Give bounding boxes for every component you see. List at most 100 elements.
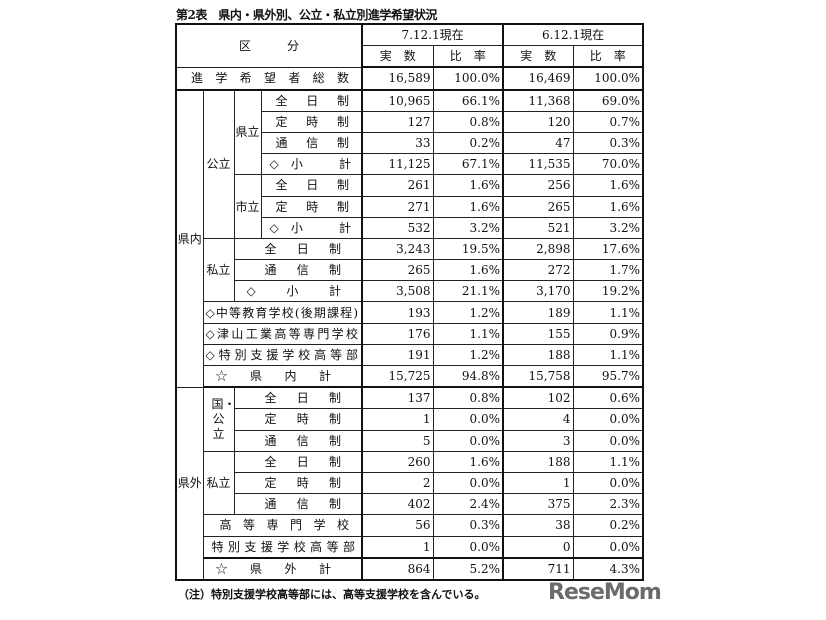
value: 1 xyxy=(502,471,574,495)
table-row: ☆ 県 内 計 15,725 94.8% 15,758 95.7% xyxy=(176,365,644,389)
value: 1 xyxy=(361,535,434,559)
value: 1.6% xyxy=(432,450,504,473)
table-row: 特別支援学校高等部 1 0.0% 0 0.0% xyxy=(176,535,644,559)
value: 864 xyxy=(361,557,434,581)
table-row: 県内 公立 県立 全日制 10,965 66.1% 11,368 69.0% xyxy=(175,89,644,388)
value: 532 xyxy=(361,216,434,239)
value: 2 xyxy=(361,471,434,495)
group-kennai: 県内 xyxy=(175,89,204,388)
value: 2.3% xyxy=(572,493,644,516)
value: 1.6% xyxy=(572,195,644,218)
value: 193 xyxy=(361,301,434,324)
value: 521 xyxy=(502,216,574,239)
table-row: 定時制 2 0.0% 1 0.0% xyxy=(176,471,644,495)
value: 176 xyxy=(361,322,434,345)
value: 1.1% xyxy=(572,450,644,473)
row-label: ◇小 計 xyxy=(260,216,363,239)
value: 3 xyxy=(502,429,574,452)
value: 0.0% xyxy=(432,471,504,495)
value: 0.0% xyxy=(572,408,644,431)
row-label: ◇津山工業高等専門学校 xyxy=(202,322,363,345)
value: 3,243 xyxy=(361,237,434,261)
row-label: ◇ 小 計 xyxy=(233,280,363,303)
group-shiritsu-kengai: 私立 xyxy=(202,450,235,516)
value: 265 xyxy=(502,195,574,218)
value: 1.6% xyxy=(572,174,644,197)
row-label: ☆ 県 内 計 xyxy=(202,365,363,389)
value: 0.8% xyxy=(432,110,504,133)
group-kengai: 県外 xyxy=(175,386,204,581)
footnote: （注）特別支援学校高等部には、高等支援学校を含んでいる。 xyxy=(178,588,486,601)
value: 19.2% xyxy=(572,280,644,303)
row-label: 全日制 xyxy=(233,450,363,473)
value: 11,368 xyxy=(502,89,574,112)
header-period-1: 7.12.1現在 xyxy=(361,23,504,47)
value: 1.2% xyxy=(432,343,504,367)
table-row: 定時制 127 0.8% 120 0.7% xyxy=(176,110,644,133)
row-label: 定時制 xyxy=(260,195,363,218)
value: 127 xyxy=(361,110,434,133)
value: 11,125 xyxy=(361,153,434,176)
value: 375 xyxy=(502,493,574,516)
value: 1.2% xyxy=(432,301,504,324)
value: 0.3% xyxy=(432,514,504,537)
row-label: 全日制 xyxy=(233,386,363,410)
row-label: 定時制 xyxy=(233,408,363,431)
value: 15,758 xyxy=(502,365,574,389)
value: 0.8% xyxy=(432,386,504,410)
row-label: 進学希望者総数 xyxy=(175,66,363,91)
value: 66.1% xyxy=(432,89,504,112)
header-period-2: 6.12.1現在 xyxy=(502,23,644,47)
table-row: 通信制 265 1.6% 272 1.7% xyxy=(176,259,644,282)
value: 15,725 xyxy=(361,365,434,389)
value: 47 xyxy=(502,131,574,155)
value: 1.6% xyxy=(432,174,504,197)
value: 0 xyxy=(502,535,574,559)
value: 70.0% xyxy=(572,153,644,176)
value: 265 xyxy=(361,259,434,282)
table-row: 私立 全日制 3,243 19.5% 2,898 17.6% xyxy=(176,237,644,303)
table-row: 定時制 1 0.0% 4 0.0% xyxy=(176,408,644,431)
header-category: 区 分 xyxy=(175,23,363,68)
value: 0.0% xyxy=(432,535,504,559)
value: 94.8% xyxy=(432,365,504,389)
value: 260 xyxy=(361,450,434,473)
row-label: 定時制 xyxy=(233,471,363,495)
value: 21.1% xyxy=(432,280,504,303)
value: 1.6% xyxy=(432,259,504,282)
value: 102 xyxy=(502,386,574,410)
table-row: ◇小 計 532 3.2% 521 3.2% xyxy=(176,216,644,239)
value: 155 xyxy=(502,322,574,345)
row-label: 通信制 xyxy=(260,131,363,155)
value: 95.7% xyxy=(572,365,644,389)
value: 0.2% xyxy=(432,131,504,155)
group-shiritsu-city: 市立 xyxy=(233,174,262,239)
header-count: 実 数 xyxy=(502,45,574,69)
value: 0.0% xyxy=(432,408,504,431)
value: 38 xyxy=(502,514,574,537)
value: 2.4% xyxy=(432,493,504,516)
value: 3.2% xyxy=(432,216,504,239)
table-row: 通信制 402 2.4% 375 2.3% xyxy=(176,493,644,516)
value: 191 xyxy=(361,343,434,367)
row-label: 通信制 xyxy=(233,493,363,516)
row-label: 定時制 xyxy=(260,110,363,133)
table-row: ◇小 計 11,125 67.1% 11,535 70.0% xyxy=(176,153,644,176)
value: 5 xyxy=(361,429,434,452)
table-row: ◇中等教育学校(後期課程) 193 1.2% 189 1.1% xyxy=(176,301,644,324)
table-row: ☆ 県 外 計 864 5.2% 711 4.3% xyxy=(176,557,644,581)
table-row: 進学希望者総数 16,589 100.0% 16,469 100.0% xyxy=(175,66,644,91)
value: 3.2% xyxy=(572,216,644,239)
group-kenritsu: 県立 xyxy=(233,89,262,176)
value: 69.0% xyxy=(572,89,644,112)
row-label: 通信制 xyxy=(233,259,363,282)
value: 402 xyxy=(361,493,434,516)
row-label: 高等専門学校 xyxy=(202,514,363,537)
table-row: 県外 国・公立 全日制 137 0.8% 102 0.6% xyxy=(175,386,644,581)
table-row: 市立 全日制 261 1.6% 256 1.6% xyxy=(176,174,644,239)
value: 4 xyxy=(502,408,574,431)
value: 100.0% xyxy=(432,66,504,91)
table-row: 高等専門学校 56 0.3% 38 0.2% xyxy=(176,514,644,537)
header-count: 実 数 xyxy=(361,45,434,69)
value: 1.1% xyxy=(432,322,504,345)
